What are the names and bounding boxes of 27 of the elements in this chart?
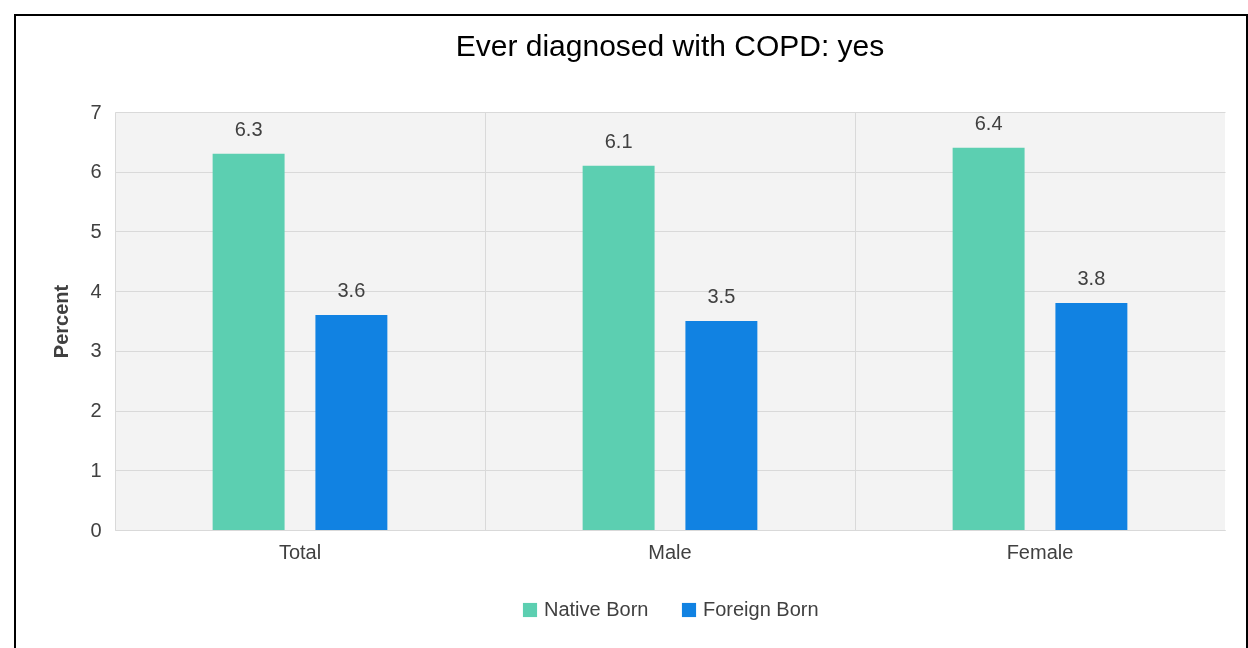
chart-title: Ever diagnosed with COPD: yes <box>455 29 885 62</box>
y-tick-label: 0 <box>90 518 102 541</box>
y-tick-label: 2 <box>90 399 102 422</box>
y-tick-label: 3 <box>90 339 102 362</box>
legend-label: Native Born <box>544 598 649 620</box>
bar <box>1055 303 1128 530</box>
y-tick-label: 1 <box>90 458 102 481</box>
x-tick-label: Female <box>1006 540 1074 563</box>
data-label: 3.6 <box>337 279 366 302</box>
bar <box>315 315 388 530</box>
data-label: 6.4 <box>974 111 1003 134</box>
data-label: 6.1 <box>604 129 633 152</box>
bar <box>685 321 758 530</box>
y-axis-title: Percent <box>50 284 73 359</box>
y-tick-label: 4 <box>90 279 102 302</box>
x-tick-label: Male <box>648 540 692 563</box>
data-label: 3.5 <box>707 285 736 307</box>
bar <box>212 153 285 530</box>
data-label: 6.3 <box>234 117 263 140</box>
bar <box>582 165 655 530</box>
bar <box>952 147 1025 530</box>
y-tick-label: 5 <box>90 219 102 242</box>
legend-label: Foreign Born <box>703 598 819 620</box>
y-tick-label: 7 <box>90 100 102 123</box>
x-tick-label: Total <box>278 540 322 563</box>
y-tick-label: 6 <box>90 160 102 183</box>
data-label: 3.8 <box>1077 267 1106 290</box>
